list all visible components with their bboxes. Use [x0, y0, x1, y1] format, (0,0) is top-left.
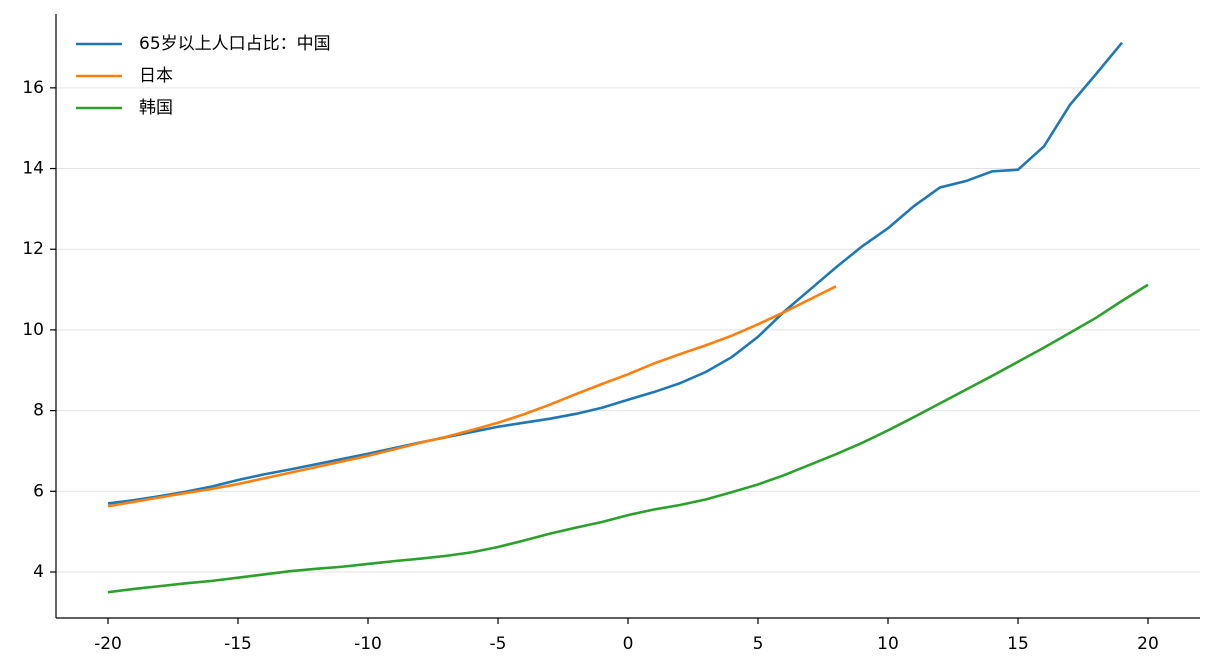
x-tick-label: -15 — [224, 634, 252, 654]
legend-label: 65岁以上人口占比：中国 — [139, 34, 331, 54]
x-tick-label: -20 — [94, 634, 122, 654]
x-tick-label: 5 — [753, 634, 764, 654]
y-tick-label: 4 — [33, 562, 44, 582]
x-tick-label: 0 — [623, 634, 634, 654]
y-tick-label: 12 — [22, 239, 44, 259]
x-tick-label: -5 — [490, 634, 507, 654]
series-line — [107, 41, 1124, 505]
y-tick-label: 14 — [22, 159, 44, 179]
legend-label: 韩国 — [139, 98, 173, 118]
y-tick-label: 10 — [22, 320, 44, 340]
x-tick-label: 10 — [877, 634, 899, 654]
x-tick-label: 20 — [1137, 634, 1159, 654]
x-tick-label: 15 — [1007, 634, 1029, 654]
series-line — [107, 283, 1149, 594]
y-tick-label: 8 — [33, 401, 44, 421]
y-tick-label: 16 — [22, 78, 44, 98]
legend-label: 日本 — [139, 66, 173, 86]
series-line — [107, 285, 837, 508]
y-tick-label: 6 — [33, 481, 44, 501]
x-tick-label: -10 — [354, 634, 382, 654]
